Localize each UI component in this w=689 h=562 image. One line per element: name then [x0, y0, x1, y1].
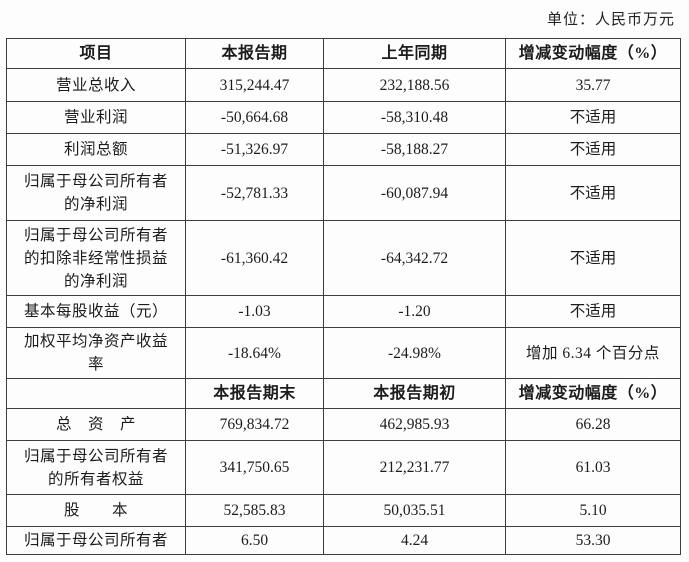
table-header-row-1: 项目 本报告期 上年同期 增减变动幅度（%）: [6, 38, 681, 69]
row-label: 营业总收入: [6, 68, 186, 102]
header-cell-period-begin: 本报告期初: [323, 378, 506, 409]
row-current-value: 315,244.47: [185, 68, 324, 102]
table-row-net-profit-excl-nonrecurring: 归属于母公司所有者的扣除非经常性损益的净利润 -61,360.42 -64,34…: [6, 220, 681, 296]
row-label: 归属于母公司所有者: [6, 526, 186, 555]
table-row-share-capital: 股 本 52,585.83 50,035.51 5.10: [6, 494, 681, 527]
table-row-net-profit-parent: 归属于母公司所有者的净利润 -52,781.33 -60,087.94 不适用: [6, 165, 681, 221]
header-cell-blank: [6, 378, 186, 409]
table-row-total-assets: 总 资 产 769,834.72 462,985.93 66.28: [6, 408, 681, 441]
row-current-value: 52,585.83: [185, 494, 324, 527]
row-prior-value: 462,985.93: [323, 408, 506, 441]
row-prior-value: -1.20: [323, 295, 506, 328]
row-current-value: 6.50: [185, 526, 324, 555]
row-prior-value: 50,035.51: [323, 494, 506, 527]
table-header-row-2: 本报告期末 本报告期初 增减变动幅度（%）: [6, 378, 681, 409]
row-change-value: 不适用: [505, 295, 681, 328]
row-current-value: -50,664.68: [185, 101, 324, 134]
row-current-value: -51,326.97: [185, 133, 324, 166]
header-cell-current-period: 本报告期: [185, 38, 324, 69]
row-current-value: -52,781.33: [185, 165, 324, 221]
row-prior-value: 212,231.77: [323, 440, 506, 495]
row-change-value: 66.28: [505, 408, 681, 441]
header-cell-item: 项目: [6, 38, 186, 69]
row-label: 总 资 产: [6, 408, 186, 441]
row-label: 归属于母公司所有者的所有者权益: [6, 440, 186, 495]
table-row-weighted-avg-roe: 加权平均净资产收益率 -18.64% -24.98% 增加 6.34 个百分点: [6, 327, 681, 379]
row-prior-value: 4.24: [323, 526, 506, 555]
row-label: 营业利润: [6, 101, 186, 134]
row-label: 基本每股收益（元）: [6, 295, 186, 328]
header-cell-period-end: 本报告期末: [185, 378, 324, 409]
row-current-value: -1.03: [185, 295, 324, 328]
table-row-basic-eps: 基本每股收益（元） -1.03 -1.20 不适用: [6, 295, 681, 328]
row-current-value: -61,360.42: [185, 220, 324, 296]
header-cell-prior-period: 上年同期: [323, 38, 506, 69]
row-change-value: 增加 6.34 个百分点: [505, 327, 681, 379]
row-change-value: 不适用: [505, 133, 681, 166]
row-change-value: 不适用: [505, 101, 681, 134]
row-change-value: 5.10: [505, 494, 681, 527]
row-label: 股 本: [6, 494, 186, 527]
row-prior-value: -58,188.27: [323, 133, 506, 166]
table-row-total-revenue: 营业总收入 315,244.47 232,188.56 35.77: [6, 68, 681, 102]
table-row-operating-profit: 营业利润 -50,664.68 -58,310.48 不适用: [6, 101, 681, 134]
row-label: 归属于母公司所有者的扣除非经常性损益的净利润: [6, 220, 186, 296]
row-current-value: 769,834.72: [185, 408, 324, 441]
table-row-total-profit: 利润总额 -51,326.97 -58,188.27 不适用: [6, 133, 681, 166]
table-row-equity-parent: 归属于母公司所有者的所有者权益 341,750.65 212,231.77 61…: [6, 440, 681, 495]
row-prior-value: 232,188.56: [323, 68, 506, 102]
row-change-value: 不适用: [505, 165, 681, 221]
row-prior-value: -58,310.48: [323, 101, 506, 134]
row-current-value: 341,750.65: [185, 440, 324, 495]
row-current-value: -18.64%: [185, 327, 324, 379]
row-label: 加权平均净资产收益率: [6, 327, 186, 379]
header-cell-change-pct-2: 增减变动幅度（%）: [505, 378, 681, 409]
unit-label: 单位：人民币万元: [546, 12, 675, 28]
table-row-attributable-parent: 归属于母公司所有者 6.50 4.24 53.30: [6, 526, 681, 555]
row-label: 归属于母公司所有者的净利润: [6, 165, 186, 221]
row-prior-value: -60,087.94: [323, 165, 506, 221]
row-change-value: 不适用: [505, 220, 681, 296]
header-cell-change-pct: 增减变动幅度（%）: [505, 38, 681, 69]
row-change-value: 35.77: [505, 68, 681, 102]
financial-summary-table: 项目 本报告期 上年同期 增减变动幅度（%） 营业总收入 315,244.47 …: [6, 38, 681, 555]
row-prior-value: -24.98%: [323, 327, 506, 379]
row-change-value: 61.03: [505, 440, 681, 495]
row-change-value: 53.30: [505, 526, 681, 555]
row-label: 利润总额: [6, 133, 186, 166]
row-prior-value: -64,342.72: [323, 220, 506, 296]
